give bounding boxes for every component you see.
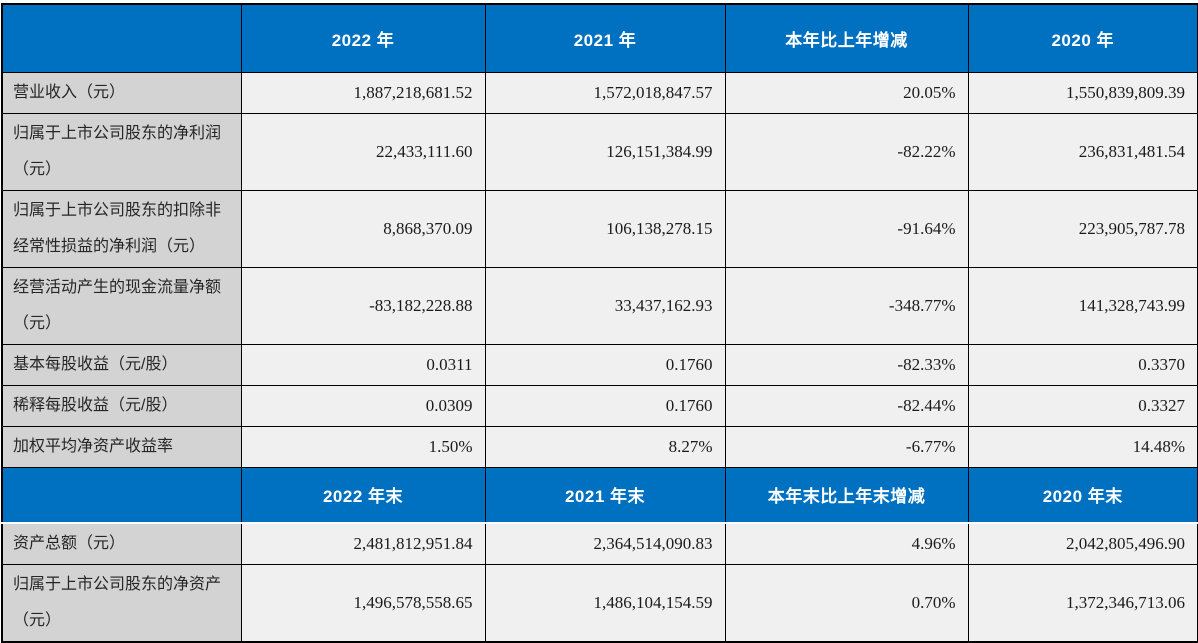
col-header-yoy-change: 本年比上年增减 bbox=[724, 3, 969, 73]
value-cell: 0.0311 bbox=[240, 343, 486, 386]
value-cell: 20.05% bbox=[724, 71, 969, 114]
table-row-net-assets: 归属于上市公司股东的净资产（元） 1,496,578,558.65 1,486,… bbox=[1, 564, 1198, 643]
value-cell: 223,905,787.78 bbox=[967, 189, 1198, 268]
col-header-2020-end: 2020 年末 bbox=[967, 466, 1198, 524]
row-label: 资产总额（元） bbox=[1, 522, 242, 565]
value-cell: -82.44% bbox=[724, 384, 969, 427]
value-cell: 106,138,278.15 bbox=[484, 189, 726, 268]
value-cell: 0.70% bbox=[724, 564, 969, 643]
col-header-2022: 2022 年 bbox=[240, 3, 486, 73]
table-row-total-assets: 资产总额（元） 2,481,812,951.84 2,364,514,090.8… bbox=[1, 522, 1198, 565]
row-label: 经营活动产生的现金流量净额（元） bbox=[1, 266, 242, 345]
row-label: 营业收入（元） bbox=[1, 71, 242, 114]
value-cell: 1,887,218,681.52 bbox=[240, 71, 486, 114]
year-end-header-row: 2022 年末 2021 年末 本年末比上年末增减 2020 年末 bbox=[1, 466, 1198, 524]
value-cell: 8,868,370.09 bbox=[240, 189, 486, 268]
value-cell: 8.27% bbox=[484, 425, 726, 468]
value-cell: 22,433,111.60 bbox=[240, 112, 486, 191]
row-label: 基本每股收益（元/股） bbox=[1, 343, 242, 386]
value-cell: 14.48% bbox=[967, 425, 1198, 468]
row-label: 归属于上市公司股东的净利润（元） bbox=[1, 112, 242, 191]
table-row-revenue: 营业收入（元） 1,887,218,681.52 1,572,018,847.5… bbox=[1, 71, 1198, 114]
value-cell: 2,042,805,496.90 bbox=[967, 522, 1198, 565]
value-cell: 2,481,812,951.84 bbox=[240, 522, 486, 565]
table-row-diluted-eps: 稀释每股收益（元/股） 0.0309 0.1760 -82.44% 0.3327 bbox=[1, 384, 1198, 427]
value-cell: -6.77% bbox=[724, 425, 969, 468]
row-label: 归属于上市公司股东的净资产（元） bbox=[1, 564, 242, 643]
col-header-yoy-end-change: 本年末比上年末增减 bbox=[724, 466, 969, 524]
corner-cell bbox=[1, 466, 242, 524]
table-row-weighted-avg-roe: 加权平均净资产收益率 1.50% 8.27% -6.77% 14.48% bbox=[1, 425, 1198, 468]
value-cell: 0.3370 bbox=[967, 343, 1198, 386]
value-cell: 33,437,162.93 bbox=[484, 266, 726, 345]
value-cell: -91.64% bbox=[724, 189, 969, 268]
value-cell: 0.0309 bbox=[240, 384, 486, 427]
value-cell: -82.22% bbox=[724, 112, 969, 191]
value-cell: 1.50% bbox=[240, 425, 486, 468]
col-header-2022-end: 2022 年末 bbox=[240, 466, 486, 524]
value-cell: -83,182,228.88 bbox=[240, 266, 486, 345]
col-header-2020: 2020 年 bbox=[967, 3, 1198, 73]
table-row-net-profit-excl-nonrecurring: 归属于上市公司股东的扣除非经常性损益的净利润（元） 8,868,370.09 1… bbox=[1, 189, 1198, 268]
annual-header-row: 2022 年 2021 年 本年比上年增减 2020 年 bbox=[1, 3, 1198, 73]
value-cell: 0.1760 bbox=[484, 384, 726, 427]
value-cell: 0.1760 bbox=[484, 343, 726, 386]
value-cell: 4.96% bbox=[724, 522, 969, 565]
value-cell: 141,328,743.99 bbox=[967, 266, 1198, 345]
value-cell: 1,572,018,847.57 bbox=[484, 71, 726, 114]
value-cell: 1,372,346,713.06 bbox=[967, 564, 1198, 643]
value-cell: 2,364,514,090.83 bbox=[484, 522, 726, 565]
col-header-2021: 2021 年 bbox=[484, 3, 726, 73]
row-label: 稀释每股收益（元/股） bbox=[1, 384, 242, 427]
value-cell: -82.33% bbox=[724, 343, 969, 386]
table-row-operating-cash-flow: 经营活动产生的现金流量净额（元） -83,182,228.88 33,437,1… bbox=[1, 266, 1198, 345]
value-cell: -348.77% bbox=[724, 266, 969, 345]
value-cell: 126,151,384.99 bbox=[484, 112, 726, 191]
value-cell: 236,831,481.54 bbox=[967, 112, 1198, 191]
row-label: 加权平均净资产收益率 bbox=[1, 425, 242, 468]
value-cell: 1,486,104,154.59 bbox=[484, 564, 726, 643]
table-row-net-profit: 归属于上市公司股东的净利润（元） 22,433,111.60 126,151,3… bbox=[1, 112, 1198, 191]
row-label: 归属于上市公司股东的扣除非经常性损益的净利润（元） bbox=[1, 189, 242, 268]
value-cell: 0.3327 bbox=[967, 384, 1198, 427]
financial-summary-table: 2022 年 2021 年 本年比上年增减 2020 年 营业收入（元） 1,8… bbox=[1, 3, 1198, 643]
col-header-2021-end: 2021 年末 bbox=[484, 466, 726, 524]
table-row-basic-eps: 基本每股收益（元/股） 0.0311 0.1760 -82.33% 0.3370 bbox=[1, 343, 1198, 386]
corner-cell bbox=[1, 3, 242, 73]
value-cell: 1,550,839,809.39 bbox=[967, 71, 1198, 114]
value-cell: 1,496,578,558.65 bbox=[240, 564, 486, 643]
